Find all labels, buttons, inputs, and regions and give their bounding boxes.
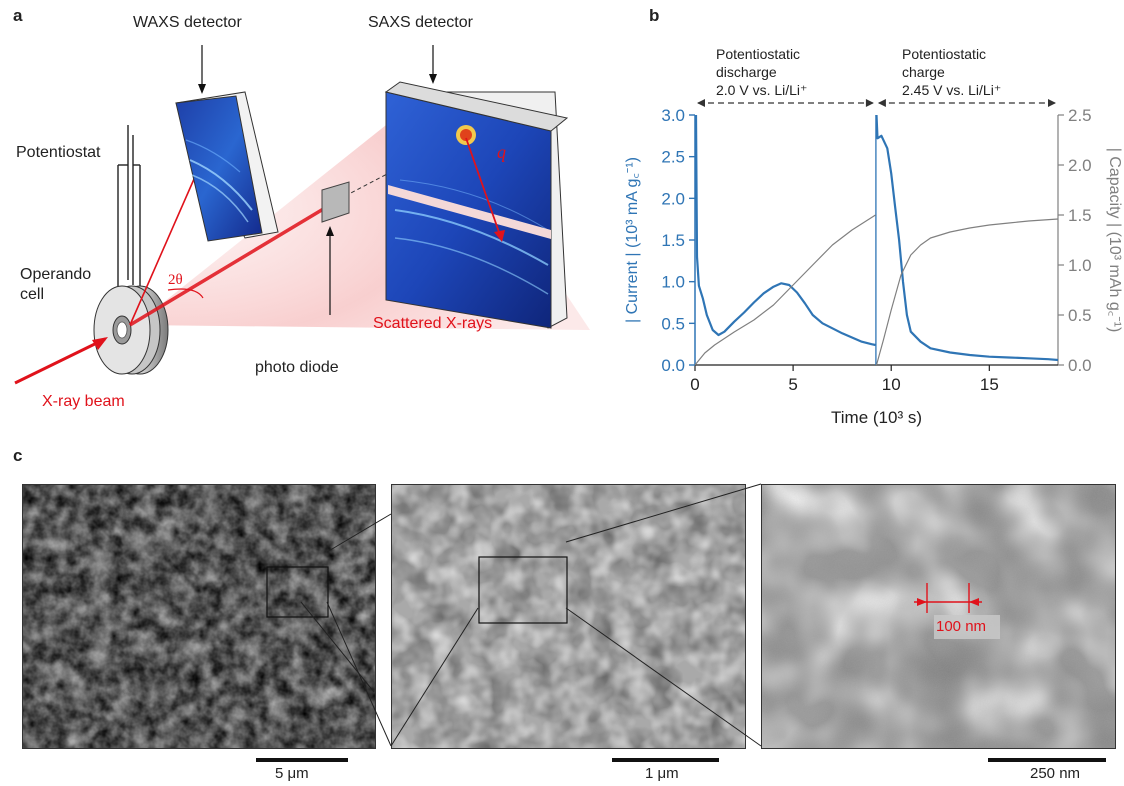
scalebar-1 [256, 758, 348, 762]
saxs-detector-label: SAXS detector [368, 14, 473, 31]
y-right-tick-label-3: 1.5 [1068, 206, 1092, 225]
transmitted-beam [129, 203, 331, 327]
range-arrowhead-1 [865, 99, 874, 107]
y-left-tick-label-5: 2.5 [661, 148, 685, 167]
range-arrowhead-0 [697, 99, 705, 107]
scalebar-3-label: 250 nm [1030, 765, 1081, 782]
photodiode-pointer-head [326, 226, 334, 236]
y-left-tick-label-1: 0.5 [661, 314, 685, 333]
q-arrowhead [494, 230, 505, 242]
sem-image-mid-mag [391, 484, 746, 749]
y-left-axis-label: | Current | (10³ mA g꜀⁻¹) [624, 157, 641, 323]
y-right-tick-label-5: 2.5 [1068, 106, 1092, 125]
two-theta-arc [167, 288, 204, 299]
sem-image-high-mag [761, 484, 1116, 749]
charge-line1: Potentiostatic [902, 46, 987, 62]
range-arrowhead-2 [877, 99, 886, 107]
waxs-detector-label: WAXS detector [133, 14, 242, 31]
y-left-tick-label-2: 1.0 [661, 273, 685, 292]
charge-line3: 2.45 V vs. Li/Li⁺ [902, 82, 1002, 98]
x-tick-label-3: 15 [980, 375, 999, 394]
y-right-tick-label-1: 0.5 [1068, 306, 1092, 325]
cell-label-line2: cell [20, 286, 45, 303]
charge-annotation: Potentiostatic charge 2.45 V vs. Li/Li⁺ [902, 45, 1001, 99]
photodiode-label: photo diode [255, 359, 339, 376]
y-left-tick-label-0: 0.0 [661, 356, 685, 375]
panel-c-letter: c [13, 446, 23, 465]
two-theta-label: 2θ [168, 272, 183, 288]
y-right-tick-label-0: 0.0 [1068, 356, 1092, 375]
photo-diode [321, 181, 350, 223]
y-right-tick-label-4: 2.0 [1068, 156, 1092, 175]
y-left-tick-label-3: 1.5 [661, 231, 685, 250]
sem-image-low-mag [22, 484, 376, 749]
series-current-line-1 [875, 114, 1059, 362]
q-label: q [497, 142, 506, 162]
scattered-xrays-label: Scattered X-rays [373, 315, 493, 332]
discharge-annotation: Potentiostatic discharge 2.0 V vs. Li/Li… [716, 45, 807, 99]
discharge-line1: Potentiostatic [716, 46, 801, 62]
q-arrow [465, 137, 501, 236]
series-current-line-0 [694, 114, 876, 347]
potentiostat-label: Potentiostat [16, 144, 101, 161]
operando-cell [93, 285, 169, 375]
y-right-tick-label-2: 1.0 [1068, 256, 1092, 275]
y-left-tick-label-4: 2.0 [661, 189, 685, 208]
saxs-detector [384, 81, 569, 329]
charge-line2: charge [902, 64, 945, 80]
x-axis-label: Time (10³ s) [831, 408, 922, 427]
y-left-tick-label-6: 3.0 [661, 106, 685, 125]
experiment-setup-diagram [14, 45, 590, 385]
x-tick-label-0: 0 [690, 375, 699, 394]
panel-a-letter: a [13, 6, 23, 25]
x-tick-label-1: 5 [788, 375, 797, 394]
zoom-connectors [300, 483, 762, 747]
cell-label-line1: Operando [20, 266, 92, 283]
xray-beam [14, 337, 106, 385]
y-right-axis-label: | Capacity | (10³ mAh g꜀⁻¹) [1106, 148, 1123, 333]
x-tick-label-2: 10 [882, 375, 901, 394]
waxs-detector [175, 91, 279, 242]
saxs-label-arrowhead [429, 74, 437, 84]
current-capacity-chart: 0 5 10 15 0.0 0.5 1.0 1.5 2.0 2.5 3.0 0.0 0.5 1.0 1.5 2… [624, 99, 1123, 427]
series-capacity-line-1 [875, 218, 1059, 366]
discharge-line3: 2.0 V vs. Li/Li⁺ [716, 82, 808, 98]
waxs-label-arrowhead [198, 84, 206, 94]
xray-beam-label: X-ray beam [42, 393, 125, 410]
scalebar-1-label: 5 μm [275, 765, 309, 782]
scalebar-3 [988, 758, 1106, 762]
discharge-line2: discharge [716, 64, 777, 80]
range-arrowhead-3 [1048, 99, 1056, 107]
scalebar-2 [612, 758, 719, 762]
xray-beam-arrowhead [92, 337, 108, 350]
scalebar-2-label: 1 μm [645, 765, 679, 782]
panel-b-letter: b [649, 6, 660, 25]
measurement-label: 100 nm [936, 618, 987, 635]
potentiostat-wires [117, 125, 141, 290]
series-capacity-line-0 [694, 214, 876, 366]
